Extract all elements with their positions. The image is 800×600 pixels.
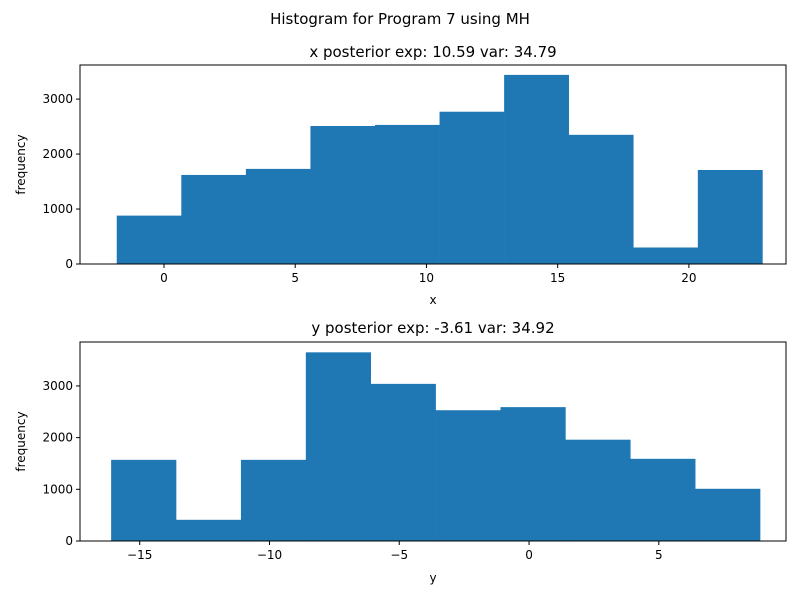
y-panel-bar-0 [111, 459, 177, 541]
y-panel-ytick-label-1: 1000 [42, 482, 73, 496]
x-panel-ylabel: frequency [14, 134, 28, 194]
y-panel-y-ticks: 0 1000 2000 3000 [42, 379, 80, 548]
y-panel-bar-4 [370, 383, 436, 541]
x-panel-axes-frame [79, 64, 787, 265]
y-panel-ytick-label-2: 2000 [42, 431, 73, 445]
y-panel-ylabel: frequency [14, 411, 28, 471]
y-panel-bar-1 [176, 519, 242, 541]
x-panel-x-ticks: 0 5 10 15 20 [160, 264, 697, 285]
x-panel-bar-6 [504, 74, 569, 265]
y-panel-xlabel: y [429, 571, 436, 585]
y-panel-axes-frame [79, 341, 787, 542]
y-panel-xtick-label-2: −5 [390, 548, 408, 562]
y-histogram-panel: y posterior exp: -3.61 var: 34.92 −15 −10… [14, 319, 787, 585]
y-panel-bar-8 [630, 458, 696, 541]
y-panel-ytick-label-0: 0 [65, 534, 73, 548]
x-panel-bar-4 [374, 124, 440, 264]
x-panel-bar-0 [116, 215, 182, 264]
x-panel-xtick-label-3: 15 [550, 271, 565, 285]
y-panel-bar-6 [500, 407, 566, 541]
x-panel-bar-5 [439, 111, 505, 264]
x-panel-title: x posterior exp: 10.59 var: 34.79 [309, 43, 556, 61]
x-panel-bar-1 [181, 174, 247, 264]
y-panel-bar-3 [305, 352, 372, 541]
y-panel-bar-5 [435, 410, 501, 541]
x-panel-y-ticks: 0 1000 2000 3000 [42, 92, 80, 271]
x-panel-bar-7 [568, 134, 634, 264]
x-panel-bar-3 [310, 126, 376, 264]
y-panel-xtick-label-4: 5 [655, 548, 663, 562]
x-panel-ytick-label-3: 3000 [42, 92, 73, 106]
x-histogram-panel: x posterior exp: 10.59 var: 34.79 0 5 10 15… [14, 43, 787, 307]
x-panel-bar-9 [697, 169, 763, 264]
y-panel-bar-7 [565, 439, 631, 541]
x-panel-xtick-label-0: 0 [160, 271, 168, 285]
x-panel-ytick-label-1: 1000 [42, 202, 73, 216]
y-panel-bar-2 [240, 459, 307, 541]
figure-suptitle: Histogram for Program 7 using MH [270, 10, 530, 28]
x-panel-xtick-label-2: 10 [419, 271, 434, 285]
y-panel-xtick-label-1: −10 [257, 548, 282, 562]
y-histogram-bars [111, 352, 761, 541]
y-panel-x-ticks: −15 −10 −5 0 5 [127, 541, 663, 562]
y-panel-xtick-label-0: −15 [127, 548, 152, 562]
x-panel-bar-8 [633, 247, 699, 264]
y-panel-title: y posterior exp: -3.61 var: 34.92 [311, 319, 554, 337]
x-panel-xlabel: x [429, 293, 436, 307]
x-panel-ytick-label-0: 0 [65, 257, 73, 271]
x-histogram-bars [116, 74, 763, 265]
x-panel-xtick-label-1: 5 [291, 271, 299, 285]
x-panel-ytick-label-2: 2000 [42, 147, 73, 161]
y-panel-bar-9 [695, 488, 761, 541]
y-panel-xtick-label-3: 0 [525, 548, 533, 562]
x-panel-xtick-label-4: 20 [681, 271, 696, 285]
y-panel-ytick-label-3: 3000 [42, 379, 73, 393]
x-panel-bar-2 [245, 168, 311, 264]
